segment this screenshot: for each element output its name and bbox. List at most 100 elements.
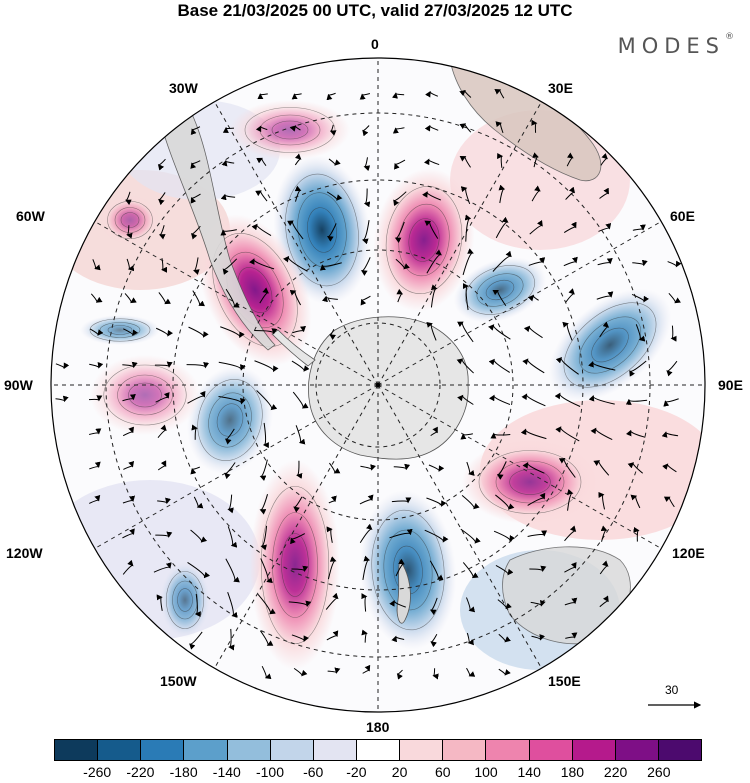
wind-vector bbox=[359, 93, 371, 100]
wind-vector bbox=[522, 461, 545, 474]
colorbar-tick-label: 140 bbox=[517, 764, 541, 780]
wind-vector bbox=[635, 324, 646, 342]
wind-vector bbox=[157, 460, 167, 471]
wind-vector bbox=[325, 592, 339, 610]
wind-vector bbox=[155, 327, 174, 337]
wind-vector bbox=[395, 258, 410, 270]
wind-vector bbox=[492, 250, 512, 272]
wind-vector bbox=[360, 257, 371, 276]
wind-vector bbox=[459, 156, 471, 168]
negative-anomaly bbox=[187, 365, 273, 475]
wind-vector bbox=[190, 193, 201, 204]
wind-vector bbox=[522, 358, 545, 374]
wind-vector bbox=[158, 192, 166, 206]
wind-vector bbox=[494, 89, 505, 99]
latitude-circle bbox=[172, 179, 584, 591]
wind-vector bbox=[488, 324, 511, 340]
wind-vector bbox=[291, 360, 310, 372]
wind-vector bbox=[457, 394, 474, 405]
wind-vector bbox=[291, 93, 302, 100]
wind-vector bbox=[256, 157, 267, 166]
wind-vector bbox=[123, 460, 135, 470]
wind-vector bbox=[464, 214, 472, 242]
wind-vector bbox=[220, 326, 245, 339]
negative-anomaly bbox=[160, 562, 210, 638]
wind-vector bbox=[599, 595, 609, 608]
wind-vector bbox=[222, 258, 238, 275]
colorbar-swatch bbox=[529, 740, 573, 760]
wind-vector bbox=[530, 600, 546, 607]
colorbar-tick-label: -140 bbox=[212, 764, 241, 780]
wind-vector bbox=[528, 257, 546, 266]
wind-vector bbox=[89, 361, 104, 369]
wind-vector bbox=[495, 216, 509, 239]
wind-vector bbox=[157, 497, 171, 505]
colorbar bbox=[54, 739, 702, 761]
wind-vector bbox=[588, 394, 615, 405]
wind-vector bbox=[193, 257, 200, 275]
contour-line bbox=[212, 233, 298, 347]
wind-vector bbox=[228, 628, 235, 651]
wind-vector bbox=[460, 186, 471, 205]
latitude-circle bbox=[315, 322, 441, 448]
wind-vector bbox=[153, 562, 172, 573]
wind-vector bbox=[566, 152, 574, 167]
brand-logo: MODES® bbox=[617, 32, 734, 58]
wind-vector bbox=[289, 289, 302, 306]
wind-vector bbox=[391, 635, 405, 643]
contour-line bbox=[509, 469, 551, 495]
wind-vector bbox=[632, 259, 648, 267]
wind-vector bbox=[529, 565, 547, 572]
wind-vector bbox=[498, 184, 506, 204]
colorbar-tick-label: 260 bbox=[647, 764, 671, 780]
contour-line bbox=[563, 302, 657, 388]
contour-line bbox=[281, 533, 309, 597]
wind-vector bbox=[327, 556, 337, 580]
wind-vector bbox=[497, 599, 512, 610]
meridian-label-150w: 150W bbox=[160, 673, 197, 689]
wind-vector bbox=[89, 428, 102, 435]
wind-vector bbox=[221, 159, 235, 167]
wind-vector bbox=[488, 358, 511, 373]
wind-vector bbox=[156, 594, 163, 611]
wind-vector bbox=[489, 394, 511, 405]
wind-vector bbox=[668, 292, 681, 304]
south-america bbox=[159, 109, 276, 351]
wind-vector bbox=[457, 321, 474, 343]
colorbar-tick-label: -60 bbox=[303, 764, 324, 780]
wind-vector bbox=[326, 223, 337, 242]
negative-anomaly bbox=[80, 315, 160, 345]
wind-vector bbox=[462, 283, 469, 311]
wind-vector bbox=[126, 225, 133, 239]
wind-vector bbox=[493, 530, 516, 542]
latitude-circle bbox=[242, 249, 514, 521]
meridian-line bbox=[377, 221, 662, 386]
wind-vector bbox=[186, 362, 210, 369]
colorbar-tick-label: -100 bbox=[255, 764, 285, 780]
wind-vector bbox=[158, 292, 171, 305]
wind-vector bbox=[55, 362, 70, 370]
wind-vector bbox=[555, 426, 580, 442]
wind-vector bbox=[395, 558, 405, 577]
wind-vector bbox=[254, 360, 279, 373]
wind-vector bbox=[292, 391, 309, 409]
wind-vector bbox=[490, 432, 511, 439]
wind-vector bbox=[663, 496, 675, 508]
wind-vector bbox=[389, 599, 406, 608]
wind-vector bbox=[255, 190, 268, 202]
colorbar-swatch bbox=[313, 740, 357, 760]
contour-line bbox=[465, 265, 535, 315]
wind-vector bbox=[90, 293, 103, 303]
wind-vector bbox=[563, 221, 577, 233]
wind-vector bbox=[259, 287, 269, 304]
wind-vector bbox=[190, 529, 208, 543]
contour-line bbox=[114, 207, 146, 233]
wind-vector bbox=[225, 288, 240, 308]
colorbar-swatch bbox=[184, 740, 228, 760]
wind-vector bbox=[218, 395, 246, 405]
wind-vector bbox=[429, 560, 444, 581]
wind-vector bbox=[523, 325, 543, 339]
wind-vector bbox=[565, 288, 575, 303]
wind-vector bbox=[393, 191, 407, 207]
